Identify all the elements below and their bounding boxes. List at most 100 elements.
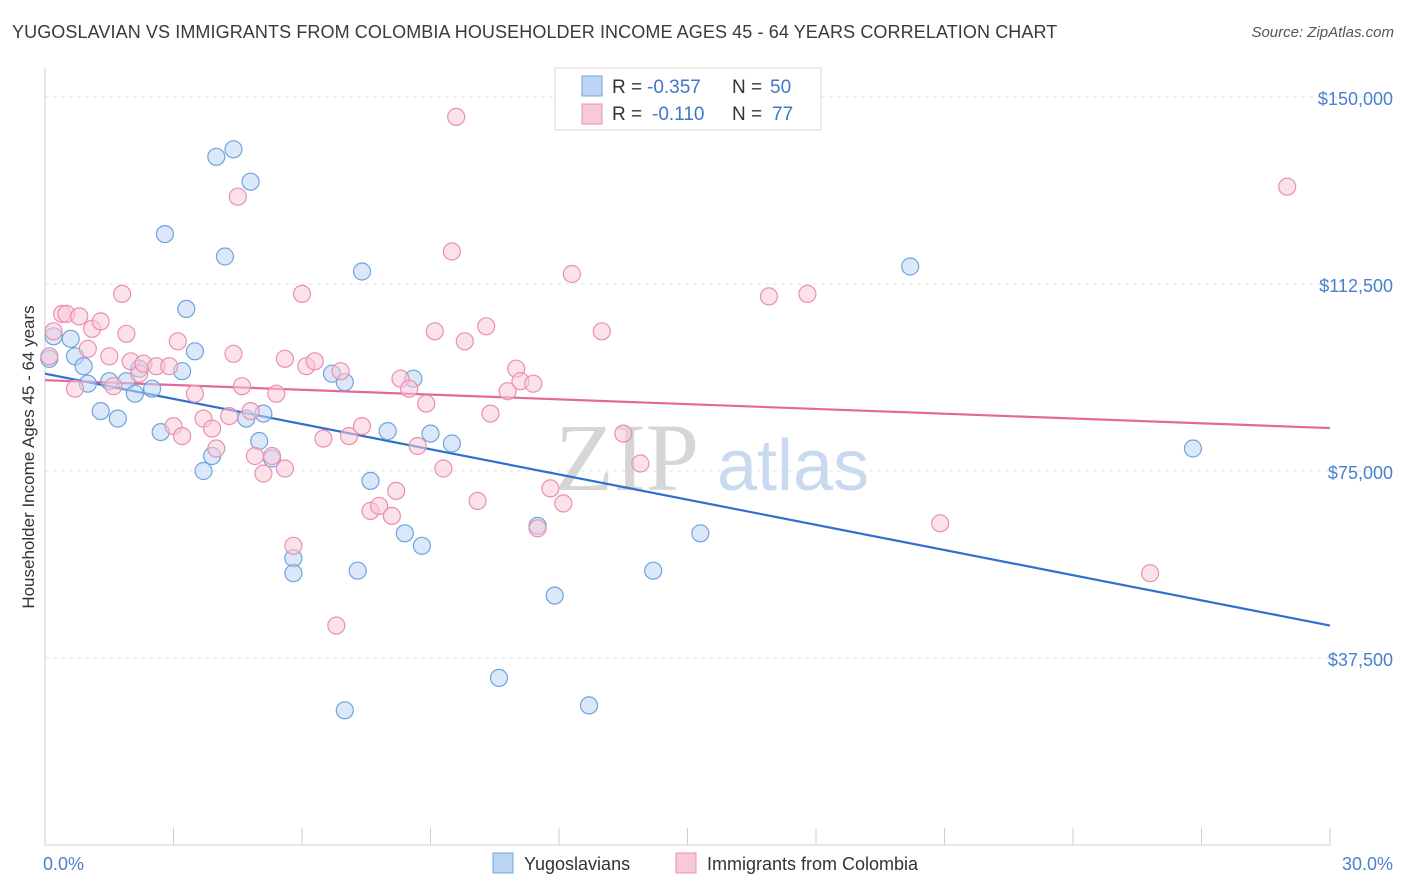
point-0-24 (250, 431, 269, 451)
point-1-16 (160, 357, 179, 376)
point-1-51 (442, 242, 461, 261)
point-1-38 (327, 616, 346, 635)
point-0-19 (207, 147, 226, 166)
point-0-30 (335, 701, 354, 720)
point-1-23 (220, 407, 239, 426)
point-0-11 (143, 379, 162, 398)
legend-r-label-2: R = (612, 104, 642, 125)
point-0-21 (224, 140, 243, 159)
y-tick-label-0: $37,500 (1328, 650, 1393, 670)
y-axis-title: Householder Income Ages 45 - 64 years (19, 305, 38, 608)
point-1-46 (400, 379, 419, 398)
point-1-63 (554, 494, 573, 513)
point-0-15 (177, 299, 196, 318)
point-1-32 (275, 459, 294, 478)
point-1-41 (352, 417, 372, 436)
y-tick-label-1: $75,000 (1328, 463, 1393, 483)
point-0-16 (185, 342, 204, 361)
point-1-56 (481, 404, 500, 423)
axes (44, 68, 1331, 846)
correlation-legend: R = -0.357 N = 50 R = -0.110 N = 77 (554, 67, 822, 131)
point-0-47 (901, 257, 920, 276)
point-1-1 (44, 322, 63, 341)
point-1-72 (1278, 177, 1297, 196)
watermark-zip: ZIP (555, 404, 699, 511)
point-1-48 (417, 394, 436, 413)
point-1-65 (592, 322, 611, 341)
point-0-5 (91, 402, 110, 421)
point-1-24 (224, 344, 243, 363)
point-0-33 (352, 262, 372, 281)
point-1-64 (562, 264, 582, 284)
point-0-40 (442, 434, 461, 453)
point-0-7 (108, 409, 127, 428)
source-label: Source: ZipAtlas.com (1251, 24, 1394, 41)
point-1-69 (798, 284, 817, 303)
point-1-33 (284, 536, 303, 555)
point-1-67 (631, 454, 650, 473)
point-0-1 (61, 329, 80, 348)
bottom-legend-label-colombia: Immigrants from Colombia (707, 854, 919, 874)
point-1-29 (254, 464, 273, 483)
data-points (40, 107, 1297, 720)
point-1-68 (759, 287, 779, 306)
point-1-70 (931, 514, 950, 533)
point-1-36 (305, 352, 324, 371)
legend-n-label-1: N = (732, 77, 762, 98)
trend-line-1 (44, 379, 1331, 430)
bottom-legend-swatch-colombia (675, 852, 697, 874)
point-0-9 (125, 384, 144, 403)
point-1-61 (528, 519, 547, 538)
point-1-37 (314, 429, 333, 448)
point-1-47 (408, 436, 427, 456)
point-0-39 (421, 424, 440, 443)
point-1-9 (100, 347, 119, 366)
legend-n-value-2: 77 (772, 104, 793, 125)
point-1-31 (267, 384, 286, 403)
point-1-22 (207, 439, 226, 458)
point-1-73 (168, 332, 187, 351)
point-1-25 (228, 187, 247, 206)
point-1-50 (434, 459, 453, 478)
point-1-6 (78, 339, 97, 358)
point-1-43 (370, 496, 389, 515)
y-tick-label-2: $112,500 (1319, 276, 1393, 296)
point-1-4 (65, 379, 85, 398)
point-0-35 (378, 422, 397, 441)
y-tick-label-3: $150,000 (1318, 89, 1393, 109)
point-1-27 (241, 402, 260, 421)
point-1-55 (477, 317, 496, 336)
point-1-74 (275, 349, 294, 368)
point-1-52 (447, 107, 466, 127)
watermark: ZIP atlas (555, 404, 869, 511)
point-1-62 (541, 479, 560, 498)
point-1-11 (117, 324, 136, 343)
legend-swatch-yugoslavians (581, 75, 603, 97)
point-0-23 (241, 172, 260, 191)
point-0-32 (348, 561, 367, 580)
point-1-0 (40, 347, 59, 366)
point-0-34 (361, 471, 380, 490)
point-0-45 (644, 561, 663, 580)
point-0-38 (412, 536, 431, 555)
point-1-19 (185, 384, 204, 403)
point-1-39 (331, 362, 350, 381)
point-1-49 (425, 322, 444, 341)
point-0-43 (545, 586, 564, 605)
point-1-34 (292, 284, 312, 303)
point-1-60 (524, 374, 543, 393)
point-1-21 (203, 419, 222, 438)
legend-n-value-1: 50 (770, 77, 791, 98)
point-0-17 (194, 461, 213, 481)
legend-r-label-1: R = (612, 77, 642, 98)
legend-swatch-colombia (581, 103, 603, 125)
point-0-3 (74, 357, 93, 376)
point-1-5 (70, 307, 89, 326)
point-1-76 (104, 377, 123, 396)
x-tick-label-max: 30.0% (1342, 854, 1393, 874)
y-tick-labels: $37,500 $75,000 $112,500 $150,000 (1318, 89, 1393, 670)
series-legend: Yugoslavians Immigrants from Colombia (492, 852, 919, 874)
bottom-legend-swatch-yugoslavians (492, 852, 514, 874)
chart-title: YUGOSLAVIAN VS IMMIGRANTS FROM COLOMBIA … (12, 22, 1058, 42)
